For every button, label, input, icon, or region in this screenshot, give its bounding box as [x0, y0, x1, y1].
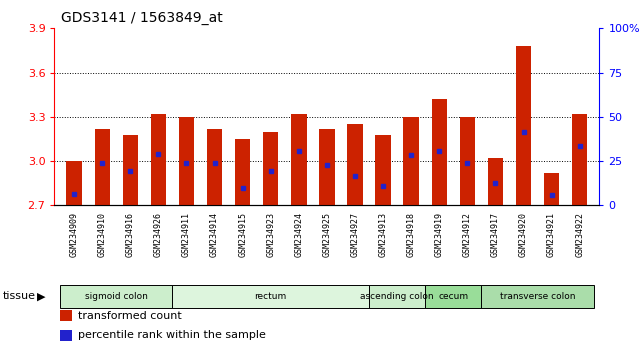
- Text: GSM234920: GSM234920: [519, 212, 528, 257]
- Bar: [516, 46, 531, 205]
- Text: percentile rank within the sample: percentile rank within the sample: [78, 330, 266, 340]
- Text: GSM234923: GSM234923: [266, 212, 275, 257]
- Bar: [544, 173, 560, 205]
- Text: GSM234913: GSM234913: [379, 212, 388, 257]
- Text: transformed count: transformed count: [78, 311, 181, 321]
- Text: GSM234914: GSM234914: [210, 212, 219, 257]
- Text: GSM234922: GSM234922: [575, 212, 584, 257]
- Text: tissue: tissue: [3, 291, 36, 302]
- Text: GSM234919: GSM234919: [435, 212, 444, 257]
- Bar: [347, 124, 363, 205]
- Text: GSM234924: GSM234924: [294, 212, 303, 257]
- Text: GSM234926: GSM234926: [154, 212, 163, 257]
- Text: ▶: ▶: [37, 291, 45, 302]
- Bar: [376, 135, 391, 205]
- Text: GSM234925: GSM234925: [322, 212, 331, 257]
- Bar: [425, 285, 481, 308]
- Bar: [60, 310, 72, 321]
- Bar: [431, 99, 447, 205]
- Bar: [172, 285, 369, 308]
- Bar: [179, 117, 194, 205]
- Bar: [67, 161, 82, 205]
- Bar: [207, 129, 222, 205]
- Text: GDS3141 / 1563849_at: GDS3141 / 1563849_at: [61, 11, 222, 25]
- Bar: [403, 117, 419, 205]
- Text: GSM234912: GSM234912: [463, 212, 472, 257]
- Text: GSM234918: GSM234918: [406, 212, 415, 257]
- Bar: [319, 129, 335, 205]
- Bar: [572, 114, 587, 205]
- Bar: [460, 117, 475, 205]
- Bar: [60, 285, 172, 308]
- Text: rectum: rectum: [254, 292, 287, 301]
- Bar: [291, 114, 306, 205]
- Bar: [235, 139, 251, 205]
- Bar: [263, 132, 278, 205]
- Bar: [481, 285, 594, 308]
- Text: GSM234911: GSM234911: [182, 212, 191, 257]
- Bar: [369, 285, 425, 308]
- Bar: [60, 330, 72, 341]
- Text: GSM234921: GSM234921: [547, 212, 556, 257]
- Text: GSM234915: GSM234915: [238, 212, 247, 257]
- Bar: [488, 158, 503, 205]
- Text: GSM234916: GSM234916: [126, 212, 135, 257]
- Text: GSM234927: GSM234927: [351, 212, 360, 257]
- Text: GSM234917: GSM234917: [491, 212, 500, 257]
- Text: sigmoid colon: sigmoid colon: [85, 292, 147, 301]
- Bar: [151, 114, 166, 205]
- Text: GSM234909: GSM234909: [70, 212, 79, 257]
- Bar: [122, 135, 138, 205]
- Bar: [94, 129, 110, 205]
- Text: cecum: cecum: [438, 292, 469, 301]
- Text: transverse colon: transverse colon: [500, 292, 576, 301]
- Text: ascending colon: ascending colon: [360, 292, 434, 301]
- Text: GSM234910: GSM234910: [97, 212, 107, 257]
